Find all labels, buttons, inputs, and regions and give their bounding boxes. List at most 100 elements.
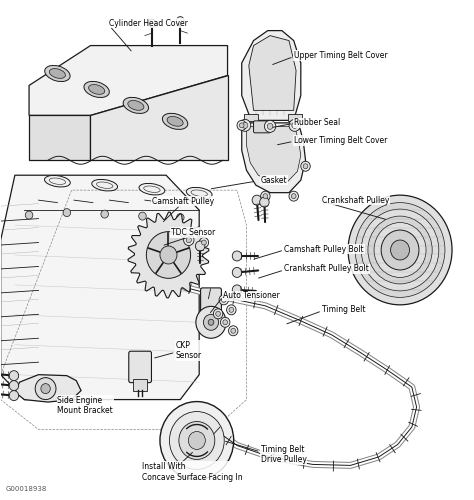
Circle shape xyxy=(196,306,226,338)
Circle shape xyxy=(232,251,242,261)
Circle shape xyxy=(355,202,445,298)
Circle shape xyxy=(261,191,270,201)
Circle shape xyxy=(374,222,426,278)
Circle shape xyxy=(289,120,301,132)
Circle shape xyxy=(221,298,226,302)
Ellipse shape xyxy=(49,68,65,78)
Circle shape xyxy=(201,240,206,245)
Circle shape xyxy=(239,120,251,132)
FancyBboxPatch shape xyxy=(201,288,221,320)
Ellipse shape xyxy=(84,82,109,98)
Circle shape xyxy=(231,328,236,334)
Ellipse shape xyxy=(92,180,118,191)
Circle shape xyxy=(229,308,234,312)
Ellipse shape xyxy=(89,84,105,94)
Text: CKP
Sensor: CKP Sensor xyxy=(175,341,201,360)
Circle shape xyxy=(237,120,246,130)
Circle shape xyxy=(381,230,419,270)
Ellipse shape xyxy=(128,100,144,110)
Text: Lower Timing Belt Cover: Lower Timing Belt Cover xyxy=(294,136,387,145)
FancyBboxPatch shape xyxy=(129,351,152,382)
Circle shape xyxy=(227,305,236,315)
Circle shape xyxy=(348,195,452,305)
Circle shape xyxy=(160,402,234,479)
Circle shape xyxy=(41,384,50,394)
Circle shape xyxy=(63,208,71,216)
Circle shape xyxy=(242,122,248,128)
Circle shape xyxy=(9,370,18,380)
Circle shape xyxy=(216,312,220,316)
Circle shape xyxy=(264,120,276,132)
Circle shape xyxy=(232,268,242,278)
Circle shape xyxy=(148,19,156,27)
Circle shape xyxy=(252,195,262,205)
Polygon shape xyxy=(246,126,301,181)
Polygon shape xyxy=(0,175,199,400)
Circle shape xyxy=(176,16,184,24)
Text: Timing Belt
Drive Pulley: Timing Belt Drive Pulley xyxy=(261,444,307,464)
Circle shape xyxy=(25,211,33,219)
Circle shape xyxy=(213,309,223,319)
Circle shape xyxy=(260,197,269,207)
Polygon shape xyxy=(249,36,296,111)
Text: Camshaft Pulley Bolt: Camshaft Pulley Bolt xyxy=(284,244,364,254)
Circle shape xyxy=(223,320,228,325)
Text: Rubber Seal: Rubber Seal xyxy=(294,118,340,128)
Text: Crankshaft Pulley: Crankshaft Pulley xyxy=(322,196,390,204)
Ellipse shape xyxy=(163,114,188,130)
Circle shape xyxy=(292,194,296,198)
Circle shape xyxy=(146,232,191,278)
Circle shape xyxy=(139,212,146,220)
FancyBboxPatch shape xyxy=(134,378,147,390)
Circle shape xyxy=(101,210,109,218)
Circle shape xyxy=(391,240,410,260)
Ellipse shape xyxy=(45,66,70,82)
Circle shape xyxy=(186,238,191,243)
Circle shape xyxy=(292,122,298,128)
Circle shape xyxy=(35,378,56,400)
Circle shape xyxy=(169,412,224,470)
Polygon shape xyxy=(128,212,209,298)
Text: Timing Belt: Timing Belt xyxy=(322,306,365,314)
Circle shape xyxy=(220,318,230,328)
Circle shape xyxy=(188,432,205,450)
Text: Side Engine
Mount Bracket: Side Engine Mount Bracket xyxy=(57,396,113,415)
Text: Install With
Concave Surface Facing In: Install With Concave Surface Facing In xyxy=(143,462,243,481)
Circle shape xyxy=(160,246,177,264)
Circle shape xyxy=(199,238,209,248)
Circle shape xyxy=(232,285,242,295)
Text: Camshaft Pulley: Camshaft Pulley xyxy=(152,196,214,205)
Polygon shape xyxy=(288,114,302,121)
Ellipse shape xyxy=(167,116,183,126)
Circle shape xyxy=(228,326,238,336)
Text: TDC Sensor: TDC Sensor xyxy=(171,228,215,237)
Ellipse shape xyxy=(45,176,70,187)
Circle shape xyxy=(263,194,268,198)
Circle shape xyxy=(301,161,310,171)
Polygon shape xyxy=(15,374,81,402)
Polygon shape xyxy=(244,114,258,121)
Text: Cylinder Head Cover: Cylinder Head Cover xyxy=(109,18,188,28)
Text: Auto Tensioner: Auto Tensioner xyxy=(223,292,280,300)
Polygon shape xyxy=(29,116,91,160)
Ellipse shape xyxy=(186,188,212,199)
Text: Upper Timing Belt Cover: Upper Timing Belt Cover xyxy=(294,51,387,60)
Circle shape xyxy=(361,209,439,291)
Ellipse shape xyxy=(123,98,148,114)
Text: Crankshaft Pulley Bolt: Crankshaft Pulley Bolt xyxy=(284,264,369,274)
Circle shape xyxy=(267,124,273,130)
Polygon shape xyxy=(29,46,228,116)
Circle shape xyxy=(208,320,214,326)
Circle shape xyxy=(219,295,228,305)
Circle shape xyxy=(176,214,184,222)
Polygon shape xyxy=(91,76,228,160)
Circle shape xyxy=(195,241,205,251)
Circle shape xyxy=(239,123,244,128)
Circle shape xyxy=(303,164,308,168)
Circle shape xyxy=(368,216,432,284)
Ellipse shape xyxy=(139,184,165,195)
Circle shape xyxy=(289,191,299,201)
Circle shape xyxy=(9,380,18,390)
Text: Gasket: Gasket xyxy=(261,176,287,184)
Circle shape xyxy=(179,422,215,460)
